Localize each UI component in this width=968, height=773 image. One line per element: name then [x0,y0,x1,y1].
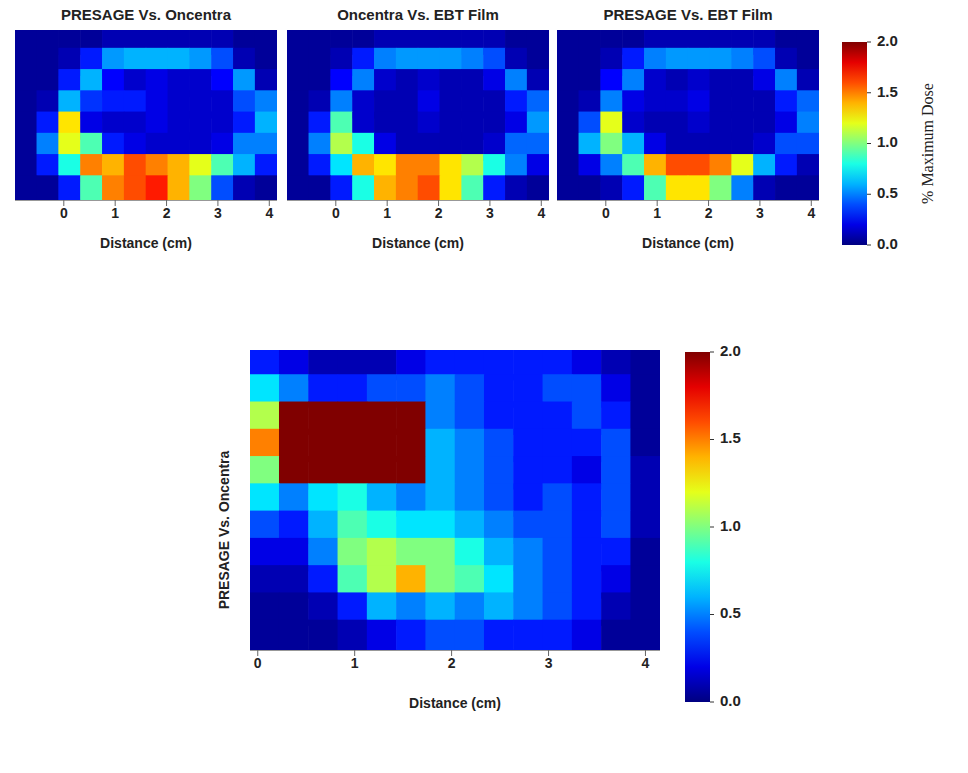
svg-text:0.5: 0.5 [720,604,741,621]
svg-text:3: 3 [756,205,764,221]
svg-text:1: 1 [111,205,119,221]
svg-text:2: 2 [448,655,456,671]
svg-text:0: 0 [254,655,262,671]
svg-text:1: 1 [351,655,359,671]
svg-text:3: 3 [214,205,222,221]
svg-text:2: 2 [163,205,171,221]
svg-text:Distance (cm): Distance (cm) [642,235,734,251]
svg-text:PRESAGE Vs. Oncentra: PRESAGE Vs. Oncentra [216,450,232,609]
svg-text:Oncentra Vs. EBT Film: Oncentra Vs. EBT Film [337,6,499,23]
svg-text:2.0: 2.0 [720,342,741,359]
svg-text:% Maximum Dose: % Maximum Dose [919,83,936,204]
svg-text:3: 3 [545,655,553,671]
svg-text:0.0: 0.0 [877,235,898,252]
svg-text:1.5: 1.5 [877,83,898,100]
svg-text:0.0: 0.0 [720,692,741,709]
svg-text:2: 2 [705,205,713,221]
svg-text:4: 4 [537,205,545,221]
svg-text:PRESAGE Vs. EBT Film: PRESAGE Vs. EBT Film [603,6,772,23]
svg-text:Distance (cm): Distance (cm) [100,235,192,251]
svg-text:2: 2 [435,205,443,221]
svg-text:0: 0 [332,205,340,221]
svg-text:Distance (cm): Distance (cm) [409,695,501,711]
svg-text:1.0: 1.0 [720,517,741,534]
svg-text:1: 1 [383,205,391,221]
svg-text:2.0: 2.0 [877,32,898,49]
svg-text:PRESAGE Vs. Oncentra: PRESAGE Vs. Oncentra [61,6,232,23]
svg-text:0.5: 0.5 [877,184,898,201]
svg-text:1.5: 1.5 [720,429,741,446]
svg-text:4: 4 [265,205,273,221]
svg-text:4: 4 [642,655,650,671]
svg-text:Distance (cm): Distance (cm) [372,235,464,251]
svg-text:0: 0 [602,205,610,221]
svg-text:0: 0 [60,205,68,221]
svg-text:3: 3 [486,205,494,221]
svg-text:1: 1 [653,205,661,221]
svg-text:1.0: 1.0 [877,133,898,150]
svg-text:4: 4 [807,205,815,221]
